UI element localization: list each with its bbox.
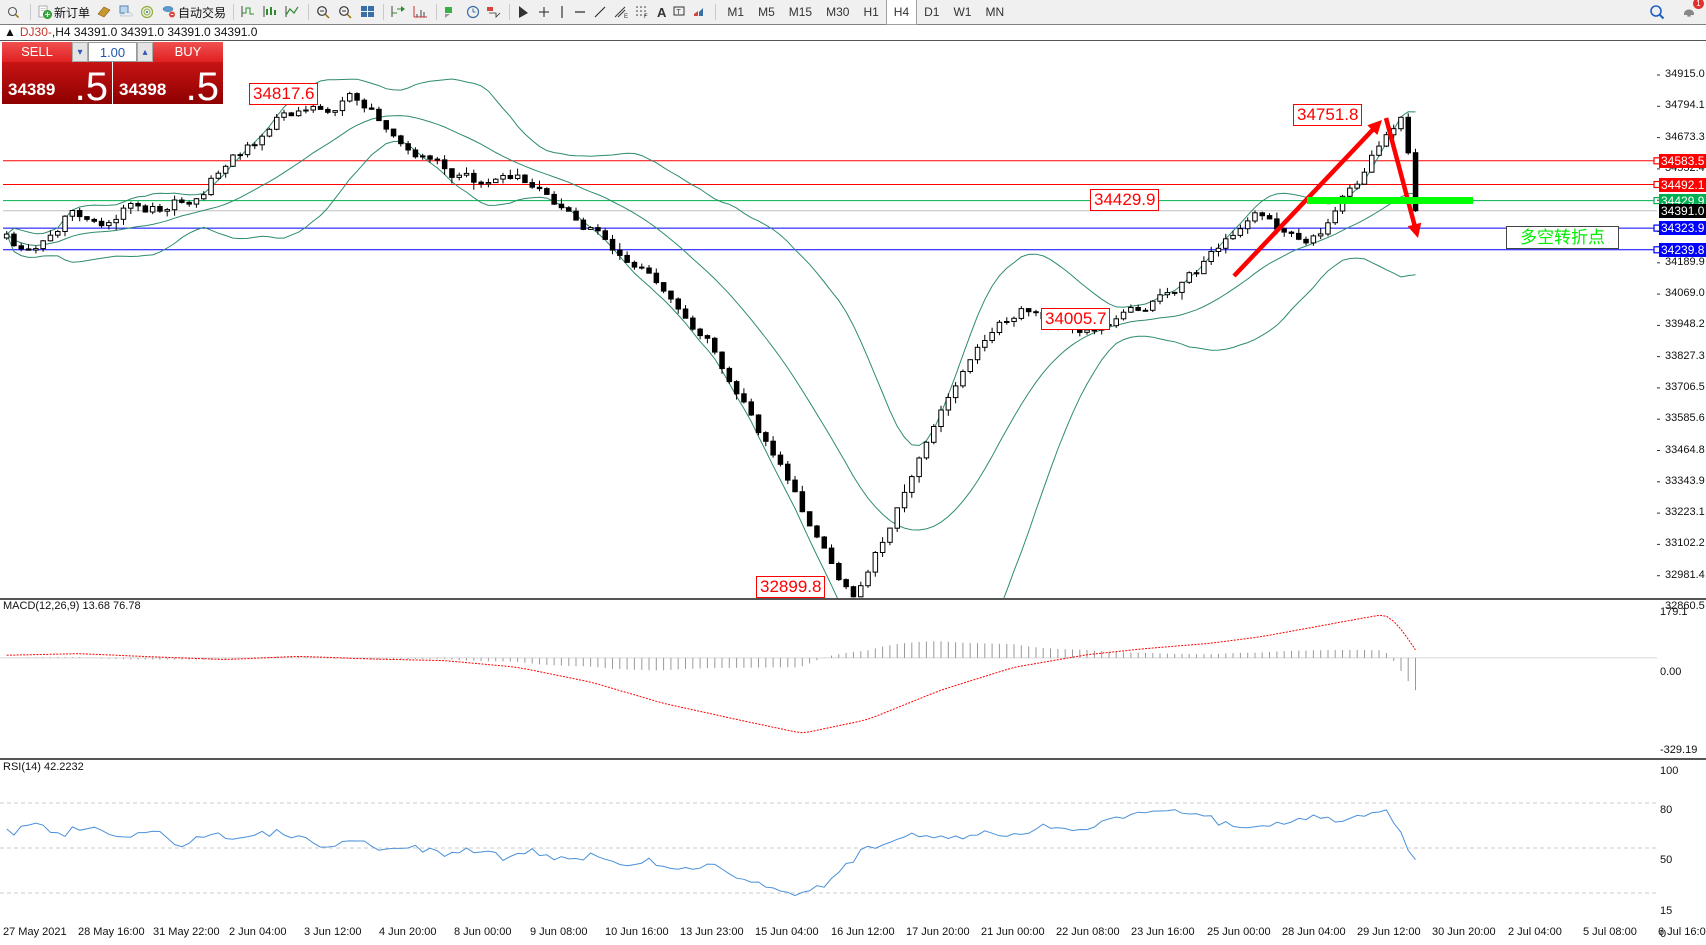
svg-text:E: E xyxy=(624,14,628,19)
svg-text:T: T xyxy=(677,9,682,16)
svg-text:F: F xyxy=(644,14,648,19)
